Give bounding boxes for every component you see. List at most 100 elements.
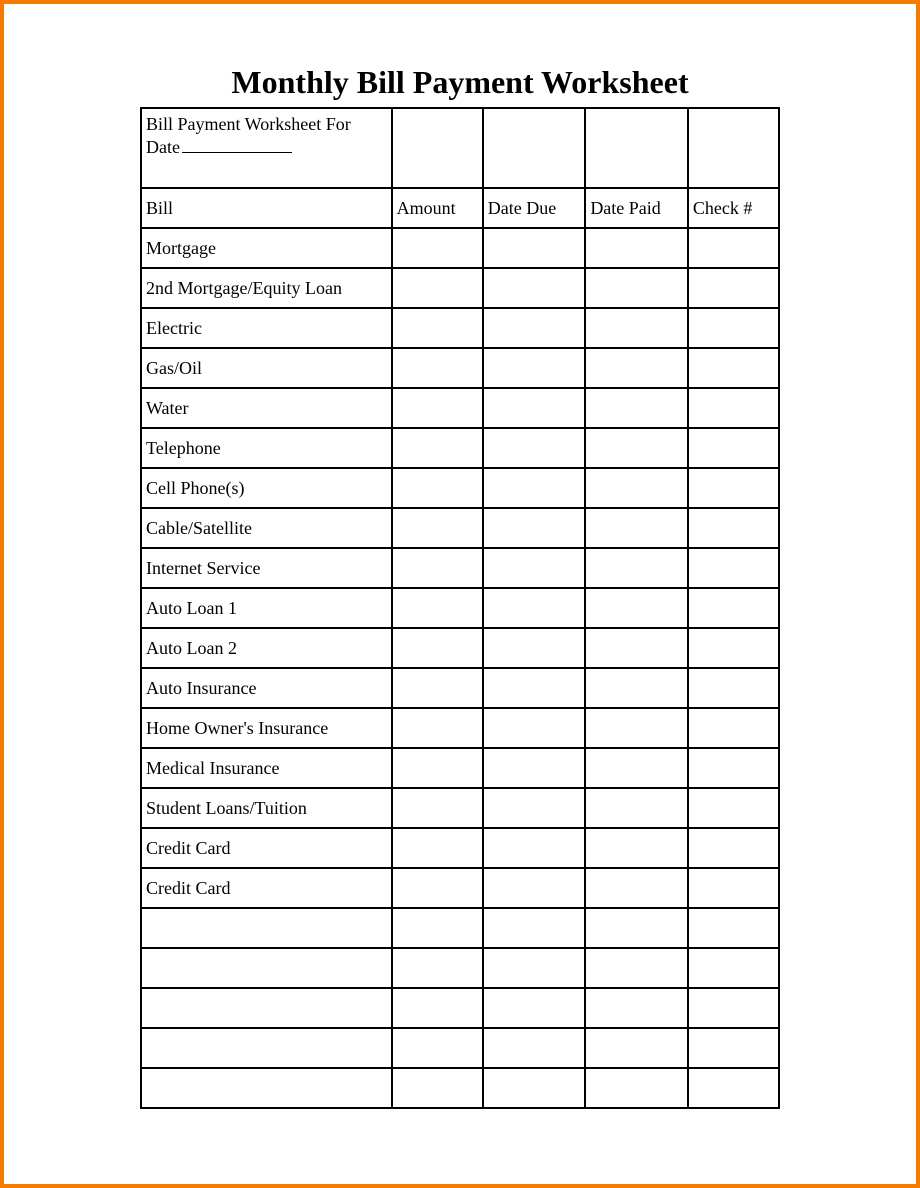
table-row: Internet Service: [141, 548, 779, 588]
cell-bill: Gas/Oil: [141, 348, 392, 388]
table-row: Gas/Oil: [141, 348, 779, 388]
cell-datedue: [483, 588, 586, 628]
cell-checkno: [688, 748, 779, 788]
table-row: Mortgage: [141, 228, 779, 268]
page-title: Monthly Bill Payment Worksheet: [231, 64, 688, 101]
cell-datedue: [483, 348, 586, 388]
cell-bill: Credit Card: [141, 828, 392, 868]
cell-blank: [483, 908, 586, 948]
cell-checkno: [688, 708, 779, 748]
cell-checkno: [688, 668, 779, 708]
cell-amount: [392, 508, 483, 548]
cell-amount: [392, 548, 483, 588]
table-row-blank: [141, 988, 779, 1028]
col-header-datepaid: Date Paid: [585, 188, 688, 228]
cell-blank: [585, 948, 688, 988]
cell-datedue: [483, 668, 586, 708]
cell-blank: [688, 908, 779, 948]
table-row: Cell Phone(s): [141, 468, 779, 508]
cell-bill: Internet Service: [141, 548, 392, 588]
table-row: Auto Loan 1: [141, 588, 779, 628]
cell-datedue: [483, 628, 586, 668]
cell-amount: [392, 868, 483, 908]
cell-blank: [392, 988, 483, 1028]
cell-datepaid: [585, 548, 688, 588]
cell-checkno: [688, 628, 779, 668]
cell-datedue: [483, 228, 586, 268]
cell-bill: Electric: [141, 308, 392, 348]
date-blank-line: [182, 152, 292, 153]
cell-blank: [483, 1068, 586, 1108]
col-header-amount: Amount: [392, 188, 483, 228]
cell-datedue: [483, 748, 586, 788]
cell-blank: [141, 1068, 392, 1108]
table-row-blank: [141, 948, 779, 988]
table-row-blank: [141, 908, 779, 948]
cell-amount: [392, 428, 483, 468]
header-info-blank: [483, 108, 586, 188]
table-row: Home Owner's Insurance: [141, 708, 779, 748]
cell-datedue: [483, 508, 586, 548]
cell-datepaid: [585, 508, 688, 548]
cell-datedue: [483, 308, 586, 348]
col-header-checkno: Check #: [688, 188, 779, 228]
bill-payment-table: Bill Payment Worksheet For Date Bill Amo…: [140, 107, 780, 1109]
cell-datedue: [483, 828, 586, 868]
cell-datedue: [483, 708, 586, 748]
cell-bill: Mortgage: [141, 228, 392, 268]
table-row: Cable/Satellite: [141, 508, 779, 548]
cell-amount: [392, 708, 483, 748]
cell-blank: [483, 948, 586, 988]
col-header-bill: Bill: [141, 188, 392, 228]
cell-datedue: [483, 548, 586, 588]
table-row: Telephone: [141, 428, 779, 468]
header-info-cell: Bill Payment Worksheet For Date: [141, 108, 392, 188]
cell-datepaid: [585, 628, 688, 668]
cell-datedue: [483, 868, 586, 908]
table-row: Credit Card: [141, 828, 779, 868]
cell-amount: [392, 348, 483, 388]
cell-blank: [585, 1028, 688, 1068]
cell-blank: [392, 908, 483, 948]
cell-bill: Telephone: [141, 428, 392, 468]
cell-datepaid: [585, 668, 688, 708]
table-row: Water: [141, 388, 779, 428]
cell-blank: [483, 1028, 586, 1068]
cell-checkno: [688, 788, 779, 828]
cell-checkno: [688, 868, 779, 908]
cell-datepaid: [585, 828, 688, 868]
cell-amount: [392, 828, 483, 868]
cell-checkno: [688, 468, 779, 508]
cell-bill: Medical Insurance: [141, 748, 392, 788]
header-info-blank: [585, 108, 688, 188]
cell-datepaid: [585, 348, 688, 388]
cell-blank: [392, 1028, 483, 1068]
cell-datedue: [483, 468, 586, 508]
cell-datepaid: [585, 428, 688, 468]
cell-blank: [392, 948, 483, 988]
cell-blank: [141, 908, 392, 948]
table-row: Auto Loan 2: [141, 628, 779, 668]
table-row: Auto Insurance: [141, 668, 779, 708]
table-row: 2nd Mortgage/Equity Loan: [141, 268, 779, 308]
table-row-blank: [141, 1028, 779, 1068]
cell-bill: Auto Insurance: [141, 668, 392, 708]
cell-bill: Cell Phone(s): [141, 468, 392, 508]
cell-datepaid: [585, 308, 688, 348]
table-row-blank: [141, 1068, 779, 1108]
col-header-datedue: Date Due: [483, 188, 586, 228]
cell-amount: [392, 308, 483, 348]
cell-blank: [392, 1068, 483, 1108]
cell-checkno: [688, 308, 779, 348]
cell-amount: [392, 388, 483, 428]
cell-datepaid: [585, 708, 688, 748]
cell-blank: [483, 988, 586, 1028]
cell-blank: [141, 988, 392, 1028]
page-frame: Monthly Bill Payment Worksheet Bill Paym…: [0, 0, 920, 1188]
cell-amount: [392, 588, 483, 628]
cell-amount: [392, 788, 483, 828]
cell-bill: Cable/Satellite: [141, 508, 392, 548]
cell-datedue: [483, 428, 586, 468]
cell-blank: [141, 1028, 392, 1068]
cell-checkno: [688, 228, 779, 268]
